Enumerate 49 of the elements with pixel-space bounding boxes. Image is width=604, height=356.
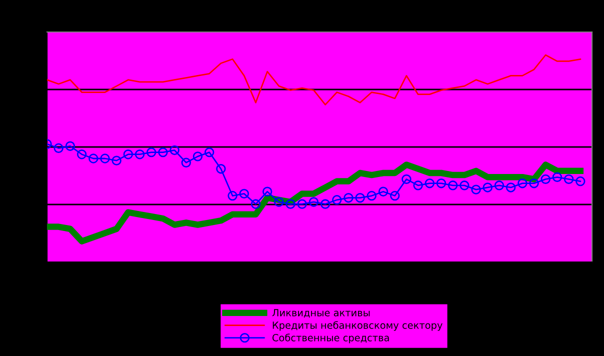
- point: [366, 190, 377, 201]
- point: [506, 182, 516, 192]
- point: [216, 164, 226, 174]
- point: [228, 190, 238, 201]
- point: [378, 186, 388, 196]
- point: [65, 141, 76, 151]
- point: [134, 150, 145, 160]
- point: [355, 192, 365, 203]
- point: [181, 158, 192, 168]
- point: [76, 150, 87, 160]
- point: [320, 199, 330, 209]
- legend-label: Ликвидные активы: [272, 309, 370, 318]
- point: [424, 178, 435, 188]
- point: [250, 199, 261, 209]
- point: [308, 197, 319, 207]
- point: [192, 152, 203, 162]
- point: [262, 186, 272, 196]
- point: [146, 147, 156, 158]
- point: [564, 174, 574, 184]
- point: [297, 199, 307, 209]
- point: [88, 154, 98, 164]
- point: [413, 180, 423, 190]
- legend-label: Собственные средства: [272, 334, 389, 344]
- point: [286, 199, 296, 209]
- point: [529, 178, 539, 188]
- point: [460, 180, 470, 190]
- point: [123, 150, 134, 160]
- point: [540, 174, 550, 184]
- legend-label: Кредиты небанковскому сектору: [272, 321, 442, 331]
- point: [100, 154, 110, 164]
- point: [274, 197, 284, 207]
- point: [344, 192, 354, 203]
- point: [54, 143, 64, 154]
- point: [494, 180, 504, 190]
- point: [448, 180, 458, 190]
- point: [158, 147, 168, 158]
- point: [112, 156, 122, 166]
- point: [552, 172, 562, 182]
- point: [204, 147, 214, 158]
- point: [332, 195, 342, 205]
- point: [390, 190, 400, 201]
- point: [471, 184, 481, 194]
- point: [436, 178, 446, 188]
- point: [170, 145, 180, 156]
- point: [239, 188, 249, 199]
- point: [482, 182, 492, 192]
- point: [402, 174, 412, 184]
- point: [518, 178, 528, 188]
- point: [576, 176, 586, 186]
